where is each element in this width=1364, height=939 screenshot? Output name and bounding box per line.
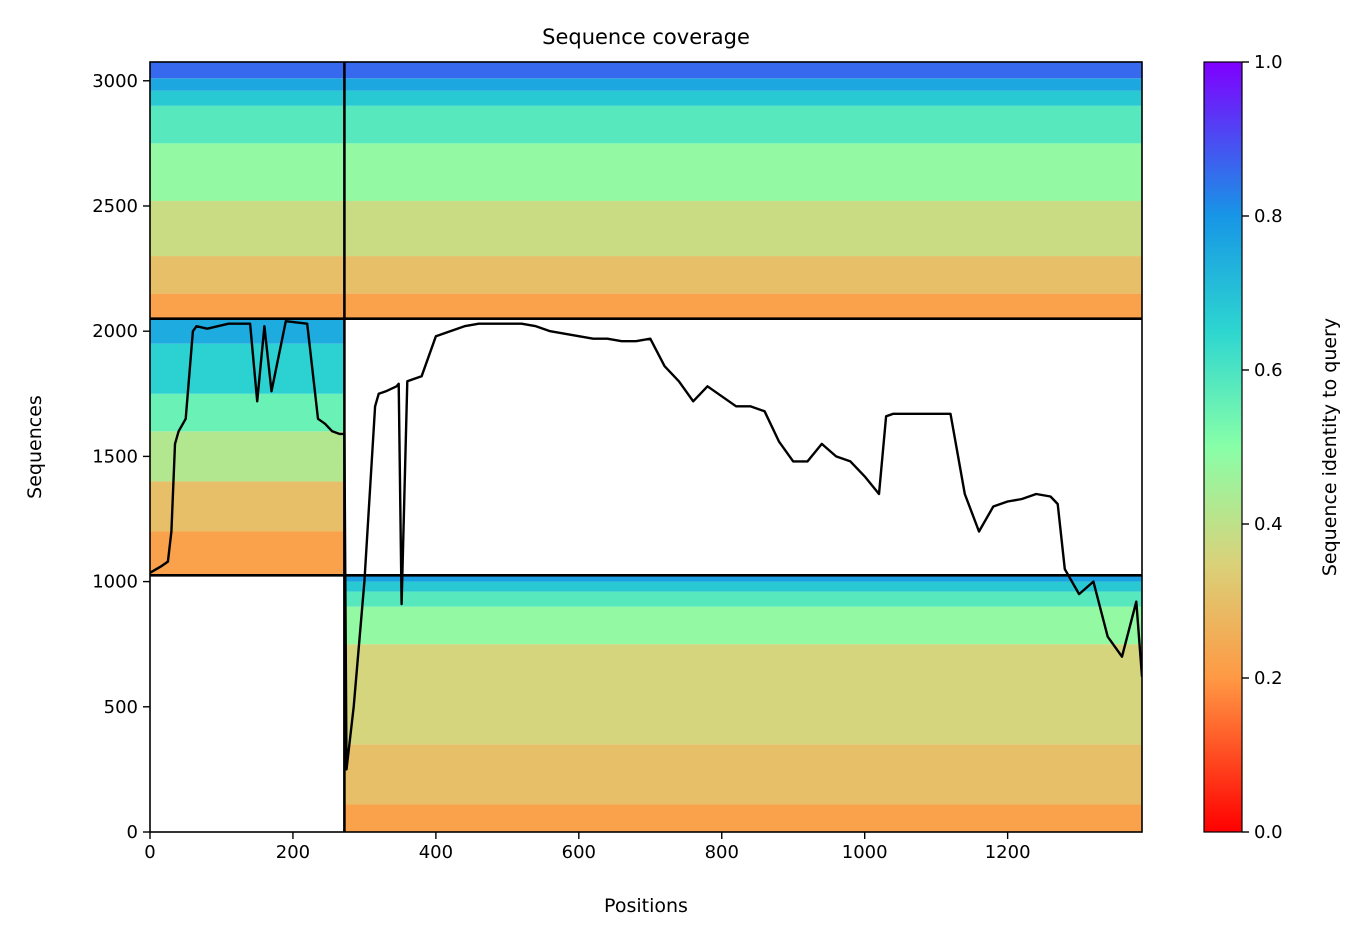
colorbar-tick-label: 0.2 [1254,668,1283,689]
identity-band-paired-2 [150,200,1142,257]
identity-band-chain-1-only-5 [150,318,345,344]
identity-heatmap [150,62,1142,832]
identity-band-paired-4 [150,105,1142,144]
x-tick-label: 400 [419,842,453,863]
identity-band-paired-6 [150,78,1142,91]
identity-band-chain-2-only-1 [344,744,1142,805]
colorbar-label: Sequence identity to query [1319,318,1341,576]
identity-band-chain-2-only-4 [344,591,1142,607]
identity-band-chain-1-only-2 [150,431,345,482]
x-axis-label: Positions [604,895,688,917]
identity-band-chain-2-only-0 [344,804,1142,832]
identity-band-paired-5 [150,90,1142,106]
colorbar-tick-label: 0.0 [1254,822,1283,843]
chart-title: Sequence coverage [542,25,750,49]
y-tick-label: 2000 [92,321,138,342]
coverage-line-layer [150,320,1142,771]
y-axis-label: Sequences [24,395,46,499]
x-tick-label: 600 [562,842,596,863]
y-axis-ticks: 0 500 1000 1500 2000 2500 3000 [92,71,150,843]
colorbar [1203,61,1243,833]
y-tick-label: 1000 [92,572,138,593]
coverage-line [150,320,1142,771]
identity-band-paired-1 [150,256,1142,294]
identity-band-chain-1-only-0 [150,531,345,576]
identity-band-paired-0 [150,293,1142,319]
identity-band-chain-1-only-1 [150,481,345,532]
identity-band-chain-2-only-3 [344,606,1142,645]
y-tick-label: 3000 [92,71,138,92]
identity-band-chain-2-only-5 [344,581,1142,592]
x-axis-ticks: 0 200 400 600 800 1000 1200 [144,832,1031,863]
y-tick-label: 1500 [92,446,138,467]
colorbar-tick-label: 0.6 [1254,360,1283,381]
colorbar-tick-label: 0.4 [1254,514,1283,535]
colorbar-ticks: 0.0 0.2 0.4 0.6 0.8 1.0 [1242,52,1283,843]
identity-band-chain-2-only-6 [344,575,1142,582]
x-tick-label: 1200 [985,842,1031,863]
y-tick-label: 500 [104,697,138,718]
x-tick-label: 1000 [842,842,888,863]
identity-band-paired-3 [150,143,1142,201]
plot-frame [149,61,1143,833]
x-tick-label: 200 [276,842,310,863]
x-tick-label: 0 [144,842,155,863]
colorbar-tick-label: 0.8 [1254,206,1283,227]
identity-band-chain-2-only-2 [344,644,1142,745]
y-tick-label: 2500 [92,196,138,217]
colorbar-tick-label: 1.0 [1254,52,1283,73]
identity-band-paired-7 [150,62,1142,79]
x-tick-label: 800 [705,842,739,863]
y-tick-label: 0 [127,822,138,843]
